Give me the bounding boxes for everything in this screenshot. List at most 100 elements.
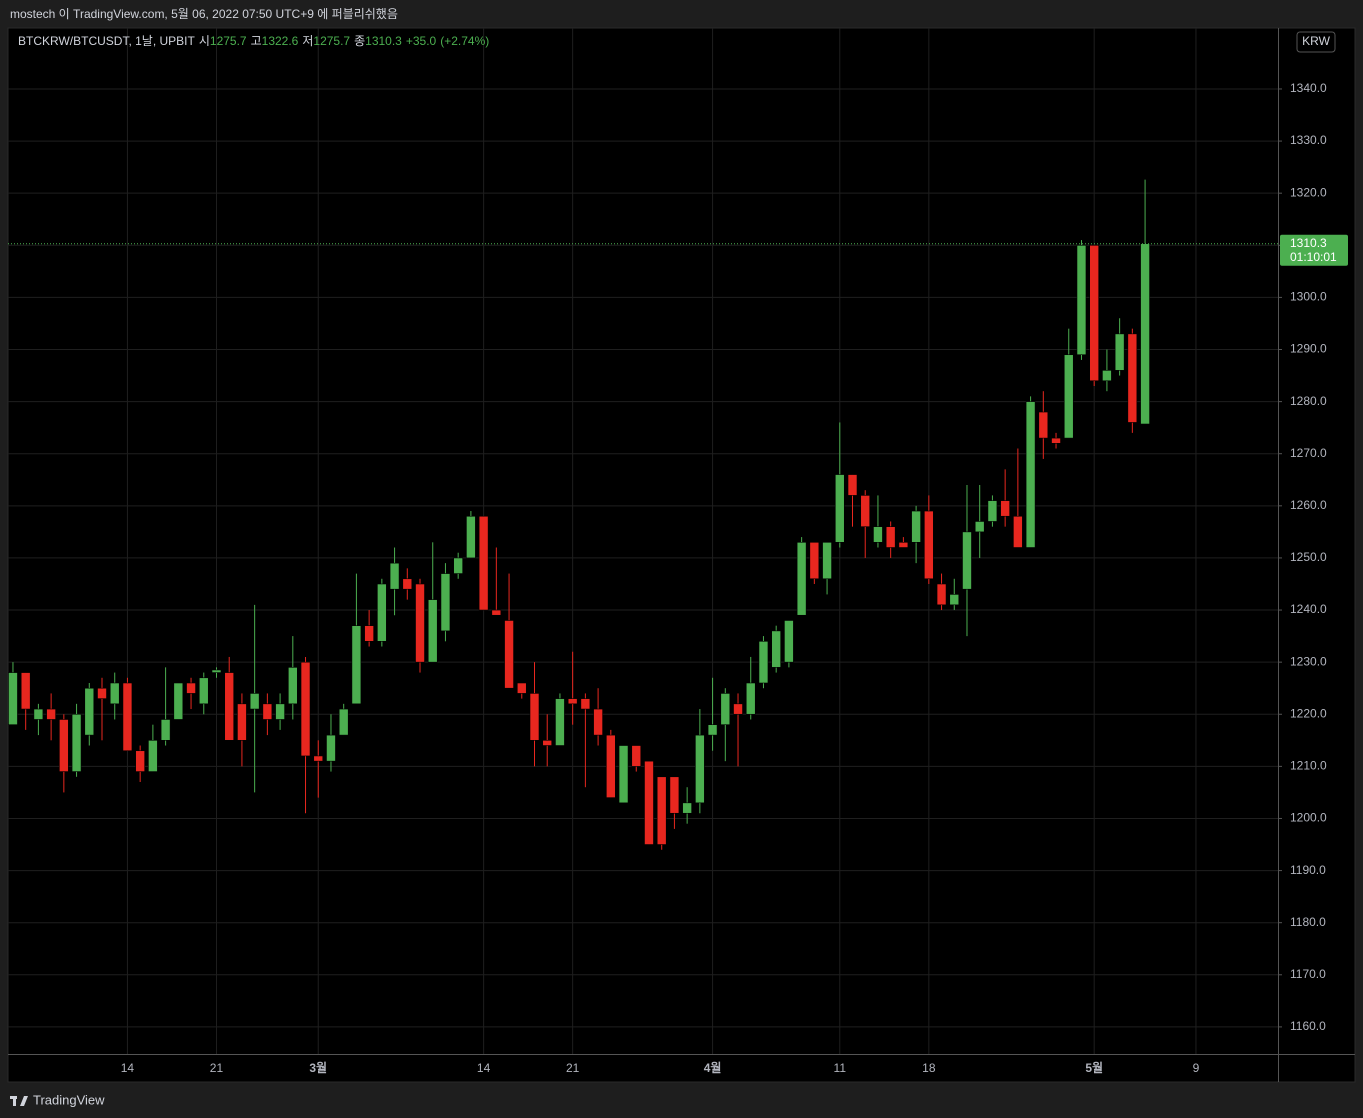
candle-body <box>326 734 336 762</box>
candle-body <box>262 703 273 720</box>
candle-body <box>987 500 998 522</box>
x-tick-label: 9 <box>1193 1061 1200 1075</box>
price-label: 1310.3 <box>1290 236 1327 250</box>
candle-body <box>466 515 476 559</box>
y-tick-label: 1260.0 <box>1290 498 1327 512</box>
candle-body <box>1076 244 1087 356</box>
y-tick-label: 1280.0 <box>1290 394 1327 408</box>
y-tick-label: 1270.0 <box>1290 446 1327 460</box>
candle-body <box>59 719 69 772</box>
candle-body <box>8 672 18 725</box>
candle-body <box>974 521 985 533</box>
candle-body <box>1089 244 1099 382</box>
candle-body <box>949 594 960 606</box>
y-tick-label: 1160.0 <box>1290 1019 1326 1033</box>
y-tick-label: 1210.0 <box>1290 759 1327 773</box>
candle-body <box>427 599 438 663</box>
candle-body <box>1038 411 1049 439</box>
price-label-box <box>1280 234 1348 266</box>
y-tick-label: 1230.0 <box>1290 654 1327 668</box>
x-tick-label: 14 <box>121 1061 135 1075</box>
y-tick-label: 1180.0 <box>1290 915 1326 929</box>
open-value: 1275.7 <box>210 34 247 48</box>
x-tick-label: 14 <box>477 1061 491 1075</box>
candle-body <box>71 713 82 772</box>
candle-body <box>529 693 540 741</box>
candle-body <box>198 677 209 705</box>
candle-body <box>275 703 285 720</box>
candle-body <box>351 625 362 705</box>
x-tick-label: 18 <box>922 1061 936 1075</box>
candle-body <box>822 542 832 580</box>
candle-body <box>1025 401 1036 548</box>
candle-body <box>695 734 705 804</box>
candle-body <box>1051 437 1061 444</box>
y-tick-label: 1190.0 <box>1290 863 1326 877</box>
change: +35.0 <box>406 34 437 48</box>
candle-body <box>555 698 565 746</box>
candle-body <box>377 583 387 642</box>
candle-body <box>173 682 184 720</box>
candle-body <box>135 750 145 772</box>
open-label: 시 <box>199 34 210 48</box>
candle-body <box>211 669 222 673</box>
candle-body <box>504 620 514 689</box>
high-label: 고 <box>251 34 262 48</box>
y-tick-label: 1290.0 <box>1290 342 1327 356</box>
low-label: 저 <box>302 34 313 48</box>
close-value: 1310.3 <box>365 34 402 48</box>
candle-body <box>924 510 934 580</box>
candle-body <box>109 682 120 705</box>
candle-body <box>631 745 642 767</box>
candle-body <box>1140 243 1150 425</box>
candle-body <box>669 776 680 814</box>
logo-shape <box>13 1096 16 1106</box>
candle-body <box>758 641 769 684</box>
candle-body <box>313 755 324 762</box>
low-value: 1275.7 <box>313 34 350 48</box>
candle-body <box>97 687 107 699</box>
candle-body <box>720 693 731 725</box>
candle-body <box>682 802 692 814</box>
candle-body <box>567 698 578 705</box>
candle-body <box>847 474 858 496</box>
candle-body <box>733 703 743 715</box>
y-tick-label: 1340.0 <box>1290 81 1327 95</box>
candle-body <box>224 672 235 741</box>
candle-body <box>771 630 781 668</box>
close-label: 종 <box>354 34 365 48</box>
x-tick-label: 4월 <box>704 1060 722 1075</box>
x-tick-label: 21 <box>566 1061 580 1075</box>
x-tick-label: 3월 <box>309 1060 327 1075</box>
candle-body <box>542 740 553 746</box>
change-percent: (+2.74%) <box>440 34 489 48</box>
x-tick-label: 11 <box>834 1061 847 1075</box>
candle-body <box>898 542 909 548</box>
candle-body <box>1114 333 1125 371</box>
x-tick-label: 21 <box>210 1061 224 1075</box>
candle-body <box>249 693 260 710</box>
candle-body <box>491 609 502 616</box>
candle-body <box>580 698 591 710</box>
candle-body <box>516 682 527 694</box>
plot <box>8 179 1278 850</box>
legend: BTCKRW/BTCUSDT, 1날, UPBIT 시1275.7 고1322.6 저… <box>18 34 489 48</box>
candle-body <box>186 682 196 694</box>
grid <box>8 28 1278 1054</box>
candle-body <box>160 719 171 741</box>
candle-body <box>936 583 947 606</box>
candle-body <box>288 667 298 705</box>
candle-body <box>834 474 845 543</box>
currency: KRW <box>1302 34 1330 48</box>
candle-body <box>809 542 820 580</box>
candle-body <box>33 708 44 720</box>
symbol-info: BTCKRW/BTCUSDT, 1날, UPBIT <box>18 34 196 48</box>
candle-body <box>962 531 972 590</box>
candle-body <box>911 510 921 543</box>
currency-badge[interactable] <box>1296 31 1336 53</box>
candle-body <box>1013 515 1023 548</box>
candle-body <box>440 573 451 632</box>
candle-body <box>389 562 400 590</box>
y-tick-label: 1220.0 <box>1290 706 1327 720</box>
